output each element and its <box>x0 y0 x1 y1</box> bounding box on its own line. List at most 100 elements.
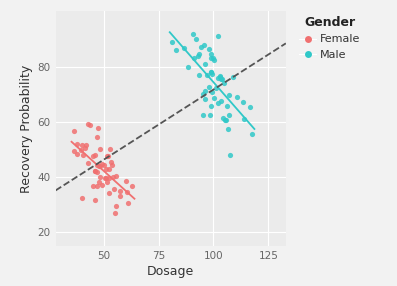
Point <box>206 84 212 89</box>
Point <box>219 77 225 82</box>
Point <box>211 58 217 62</box>
Point <box>226 113 232 118</box>
Point <box>90 184 96 188</box>
Point <box>202 96 208 101</box>
Point <box>90 154 96 159</box>
Point <box>215 34 222 38</box>
Point <box>117 194 123 199</box>
Point <box>218 77 224 81</box>
Point <box>173 48 179 53</box>
Point <box>193 37 200 42</box>
Point <box>196 51 202 56</box>
Point <box>97 164 104 168</box>
Point <box>113 174 119 178</box>
Point <box>195 54 202 59</box>
Point <box>208 72 215 77</box>
Point <box>74 152 81 156</box>
Point <box>112 210 118 215</box>
Point <box>95 126 101 131</box>
Point <box>124 189 130 194</box>
Point <box>227 152 233 157</box>
Point <box>202 61 208 66</box>
Point <box>191 56 197 60</box>
Point <box>91 168 98 173</box>
Point <box>212 86 219 90</box>
Point <box>85 161 91 166</box>
X-axis label: Dosage: Dosage <box>147 265 195 278</box>
Point <box>106 175 112 180</box>
Point <box>202 89 208 94</box>
Point <box>200 112 206 117</box>
Point <box>102 175 109 180</box>
Point <box>215 75 221 80</box>
Point <box>98 183 105 188</box>
Point <box>169 39 175 44</box>
Point <box>106 167 112 172</box>
Point <box>200 92 206 96</box>
Point <box>104 154 111 158</box>
Point <box>211 96 218 100</box>
Point <box>217 73 224 78</box>
Point <box>209 90 216 94</box>
Point <box>94 169 100 174</box>
Point <box>233 94 240 99</box>
Point <box>104 180 110 185</box>
Point <box>104 154 110 159</box>
Point <box>129 184 135 188</box>
Point <box>204 73 210 77</box>
Point <box>240 100 247 104</box>
Point <box>91 169 98 173</box>
Point <box>87 123 93 128</box>
Point <box>210 56 216 60</box>
Point <box>93 184 100 189</box>
Point <box>96 180 102 184</box>
Point <box>78 148 84 153</box>
Point <box>223 118 229 122</box>
Point <box>225 92 232 97</box>
Point <box>73 142 80 146</box>
Point <box>207 112 213 117</box>
Point <box>82 146 88 151</box>
Point <box>205 46 212 51</box>
Point <box>220 116 226 120</box>
Point <box>247 105 253 110</box>
Point <box>97 146 103 151</box>
Point <box>180 45 187 50</box>
Point <box>100 163 107 167</box>
Point <box>197 44 204 49</box>
Point <box>106 191 112 195</box>
Point <box>102 176 108 181</box>
Point <box>208 51 215 56</box>
Point <box>217 75 223 80</box>
Point <box>108 160 115 164</box>
Point <box>94 162 100 167</box>
Point <box>116 188 123 193</box>
Point <box>83 142 89 147</box>
Point <box>85 122 91 126</box>
Point <box>103 166 110 171</box>
Point <box>99 162 105 167</box>
Point <box>215 101 222 106</box>
Point <box>241 117 248 122</box>
Legend: Female, Male: Female, Male <box>295 11 364 64</box>
Point <box>224 104 230 108</box>
Point <box>92 152 98 157</box>
Y-axis label: Recovery Probability: Recovery Probability <box>20 65 33 193</box>
Point <box>185 64 191 69</box>
Point <box>225 127 231 132</box>
Point <box>71 149 77 153</box>
Point <box>109 163 116 168</box>
Point <box>208 104 214 109</box>
Point <box>189 31 196 36</box>
Point <box>94 135 100 140</box>
Point <box>106 147 113 152</box>
Point <box>208 70 214 74</box>
Point <box>218 99 225 103</box>
Point <box>208 69 215 74</box>
Point <box>125 200 131 205</box>
Point <box>249 132 255 136</box>
Point <box>79 143 85 147</box>
Point <box>97 174 103 179</box>
Point <box>110 175 116 179</box>
Point <box>229 74 236 79</box>
